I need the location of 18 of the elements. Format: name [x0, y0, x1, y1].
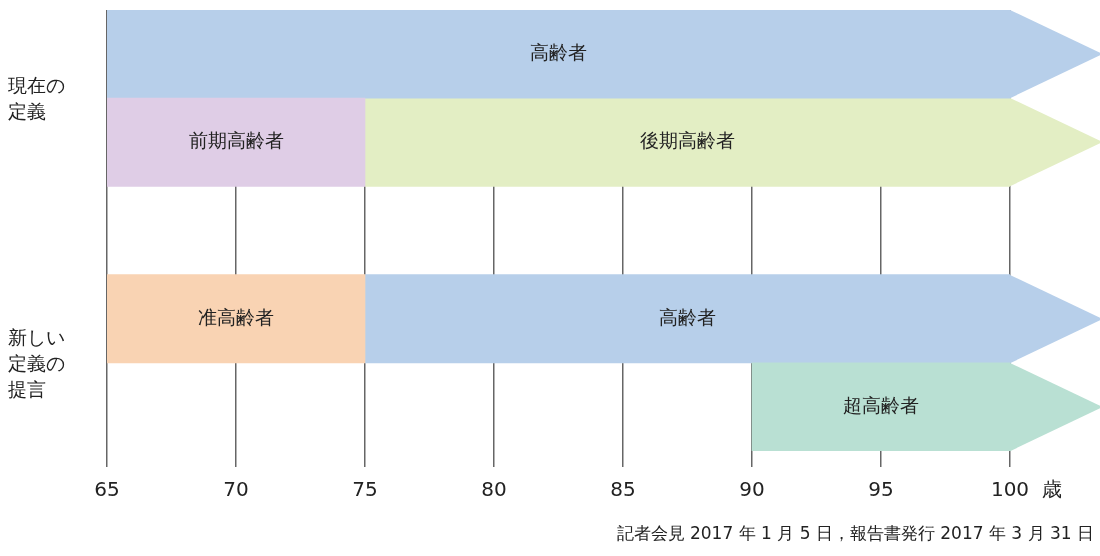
- text: 現在の定義: [8, 73, 66, 125]
- x-tick-label: 65: [94, 477, 120, 502]
- text: 新しい定義の提言: [8, 324, 66, 402]
- x-tick-label: 100: [990, 477, 1030, 502]
- data-label: 前期高齢者: [188, 129, 284, 152]
- x-axis-title: 歳: [1042, 477, 1062, 502]
- x-tick-label: 90: [739, 477, 765, 502]
- x-tick-label: 80: [481, 477, 507, 502]
- data-label: 准高齢者: [198, 305, 274, 328]
- text: 記者会見 2017 年 1 月 5 日，報告書発行 2017 年 3 月 31 日: [616, 522, 1094, 545]
- x-tick-label: 95: [868, 477, 894, 502]
- data-label: 高齢者: [659, 305, 716, 328]
- x-tick-label: 70: [223, 477, 249, 502]
- x-tick-label: 85: [610, 477, 636, 502]
- x-tick-label: 75: [352, 477, 378, 502]
- data-label: 後期高齢者: [640, 129, 735, 152]
- data-label: 高齢者: [530, 41, 587, 64]
- data-label: 超高齢者: [843, 393, 919, 416]
